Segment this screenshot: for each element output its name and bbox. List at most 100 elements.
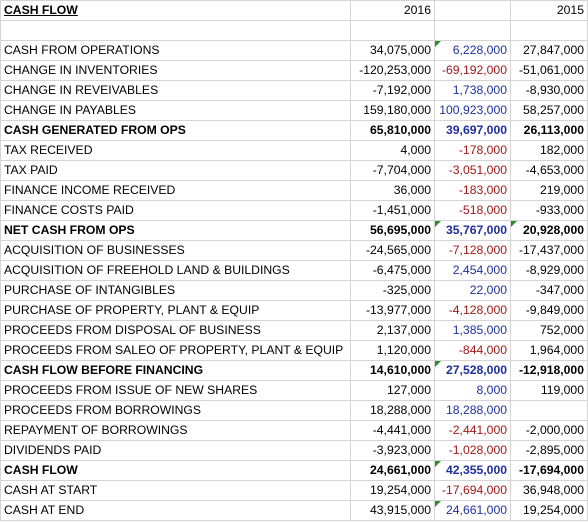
difference-cell[interactable]: 2,454,000 bbox=[434, 260, 511, 281]
value-2015-cell[interactable]: 1,964,000 bbox=[510, 340, 588, 361]
value-2016-cell[interactable]: 1,120,000 bbox=[350, 340, 435, 361]
difference-cell[interactable]: 1,385,000 bbox=[434, 320, 511, 341]
difference-cell[interactable]: -844,000 bbox=[434, 340, 511, 361]
row-label-cell[interactable]: CASH FLOW bbox=[0, 460, 351, 481]
difference-cell[interactable]: 39,697,000 bbox=[434, 120, 511, 141]
value-2016-cell[interactable]: -1,451,000 bbox=[350, 200, 435, 221]
row-label-cell[interactable]: CHANGE IN REVEIVABLES bbox=[0, 80, 351, 101]
value-2016-cell[interactable]: -6,475,000 bbox=[350, 260, 435, 281]
difference-cell[interactable]: 42,355,000 bbox=[434, 460, 511, 481]
row-label-cell[interactable]: PURCHASE OF PROPERTY, PLANT & EQUIP bbox=[0, 300, 351, 321]
value-2015-cell[interactable]: 752,000 bbox=[510, 320, 588, 341]
blank-cell[interactable] bbox=[350, 20, 435, 41]
value-2016-cell[interactable]: 18,288,000 bbox=[350, 400, 435, 421]
value-2016-cell[interactable]: 2,137,000 bbox=[350, 320, 435, 341]
value-2016-cell[interactable]: -7,704,000 bbox=[350, 160, 435, 181]
value-2016-cell[interactable]: 14,610,000 bbox=[350, 360, 435, 381]
difference-cell[interactable]: 22,000 bbox=[434, 280, 511, 301]
value-2015-cell[interactable]: -51,061,000 bbox=[510, 60, 588, 81]
difference-cell[interactable]: 100,923,000 bbox=[434, 100, 511, 121]
row-label-cell[interactable]: PROCEEDS FROM SALEO OF PROPERTY, PLANT &… bbox=[0, 340, 351, 361]
value-2015-cell[interactable]: 36,948,000 bbox=[510, 480, 588, 501]
sheet-title-cell[interactable]: CASH FLOW bbox=[0, 0, 351, 21]
row-label-cell[interactable]: PROCEEDS FROM BORROWINGS bbox=[0, 400, 351, 421]
blank-cell[interactable] bbox=[510, 20, 588, 41]
empty-header-cell[interactable] bbox=[434, 0, 511, 21]
value-2015-cell[interactable]: -2,000,000 bbox=[510, 420, 588, 441]
value-2016-cell[interactable]: -3,923,000 bbox=[350, 440, 435, 461]
value-2016-cell[interactable]: 4,000 bbox=[350, 140, 435, 161]
row-label-cell[interactable]: CASH GENERATED FROM OPS bbox=[0, 120, 351, 141]
row-label-cell[interactable]: CASH FROM OPERATIONS bbox=[0, 40, 351, 61]
year-prior-cell[interactable]: 2015 bbox=[510, 0, 588, 21]
row-label-cell[interactable]: CASH FLOW BEFORE FINANCING bbox=[0, 360, 351, 381]
row-label-cell[interactable]: FINANCE INCOME RECEIVED bbox=[0, 180, 351, 201]
value-2016-cell[interactable]: -24,565,000 bbox=[350, 240, 435, 261]
difference-cell[interactable]: -2,441,000 bbox=[434, 420, 511, 441]
value-2015-cell[interactable]: -8,930,000 bbox=[510, 80, 588, 101]
value-2016-cell[interactable]: 127,000 bbox=[350, 380, 435, 401]
year-current-cell[interactable]: 2016 bbox=[350, 0, 435, 21]
value-2015-cell[interactable]: -17,437,000 bbox=[510, 240, 588, 261]
difference-cell[interactable]: -178,000 bbox=[434, 140, 511, 161]
difference-cell[interactable]: -183,000 bbox=[434, 180, 511, 201]
value-2015-cell[interactable]: -2,895,000 bbox=[510, 440, 588, 461]
row-label-cell[interactable]: CASH AT START bbox=[0, 480, 351, 501]
difference-cell[interactable]: -17,694,000 bbox=[434, 480, 511, 501]
value-2016-cell[interactable]: 34,075,000 bbox=[350, 40, 435, 61]
value-2016-cell[interactable]: -13,977,000 bbox=[350, 300, 435, 321]
row-label-cell[interactable]: DIVIDENDS PAID bbox=[0, 440, 351, 461]
difference-cell[interactable]: -3,051,000 bbox=[434, 160, 511, 181]
row-label-cell[interactable]: ACQUISITION OF FREEHOLD LAND & BUILDINGS bbox=[0, 260, 351, 281]
difference-cell[interactable]: 6,228,000 bbox=[434, 40, 511, 61]
row-label-cell[interactable]: PURCHASE OF INTANGIBLES bbox=[0, 280, 351, 301]
value-2016-cell[interactable]: -120,253,000 bbox=[350, 60, 435, 81]
value-2015-cell[interactable]: 26,113,000 bbox=[510, 120, 588, 141]
row-label-cell[interactable]: CHANGE IN PAYABLES bbox=[0, 100, 351, 121]
value-2016-cell[interactable]: 36,000 bbox=[350, 180, 435, 201]
value-2015-cell[interactable]: -9,849,000 bbox=[510, 300, 588, 321]
value-2016-cell[interactable]: -7,192,000 bbox=[350, 80, 435, 101]
difference-cell[interactable]: -1,028,000 bbox=[434, 440, 511, 461]
value-2015-cell[interactable]: 20,928,000 bbox=[510, 220, 588, 241]
difference-cell[interactable]: 18,288,000 bbox=[434, 400, 511, 421]
value-2015-cell[interactable]: -933,000 bbox=[510, 200, 588, 221]
value-2015-cell[interactable]: 27,847,000 bbox=[510, 40, 588, 61]
value-2015-cell[interactable]: -12,918,000 bbox=[510, 360, 588, 381]
value-2016-cell[interactable]: 56,695,000 bbox=[350, 220, 435, 241]
difference-cell[interactable]: 1,738,000 bbox=[434, 80, 511, 101]
row-label-cell[interactable]: ACQUISITION OF BUSINESSES bbox=[0, 240, 351, 261]
value-2016-cell[interactable]: 24,661,000 bbox=[350, 460, 435, 481]
difference-cell[interactable]: 35,767,000 bbox=[434, 220, 511, 241]
row-label-cell[interactable]: PROCEEDS FROM ISSUE OF NEW SHARES bbox=[0, 380, 351, 401]
row-label-cell[interactable]: CHANGE IN INVENTORIES bbox=[0, 60, 351, 81]
row-label-cell[interactable]: NET CASH FROM OPS bbox=[0, 220, 351, 241]
blank-cell[interactable] bbox=[0, 20, 351, 41]
value-2015-cell[interactable]: 119,000 bbox=[510, 380, 588, 401]
value-2015-cell[interactable]: -17,694,000 bbox=[510, 460, 588, 481]
row-label-cell[interactable]: FINANCE COSTS PAID bbox=[0, 200, 351, 221]
difference-cell[interactable]: -7,128,000 bbox=[434, 240, 511, 261]
value-2015-cell[interactable]: 19,254,000 bbox=[510, 500, 588, 521]
value-2016-cell[interactable]: -325,000 bbox=[350, 280, 435, 301]
row-label-cell[interactable]: CASH AT END bbox=[0, 500, 351, 521]
value-2015-cell[interactable]: 58,257,000 bbox=[510, 100, 588, 121]
value-2015-cell[interactable]: -347,000 bbox=[510, 280, 588, 301]
row-label-cell[interactable]: TAX PAID bbox=[0, 160, 351, 181]
difference-cell[interactable]: -4,128,000 bbox=[434, 300, 511, 321]
value-2015-cell[interactable]: -4,653,000 bbox=[510, 160, 588, 181]
row-label-cell[interactable]: PROCEEDS FROM DISPOSAL OF BUSINESS bbox=[0, 320, 351, 341]
value-2015-cell[interactable]: 219,000 bbox=[510, 180, 588, 201]
value-2016-cell[interactable]: 43,915,000 bbox=[350, 500, 435, 521]
row-label-cell[interactable]: TAX RECEIVED bbox=[0, 140, 351, 161]
difference-cell[interactable]: 24,661,000 bbox=[434, 500, 511, 521]
value-2016-cell[interactable]: 159,180,000 bbox=[350, 100, 435, 121]
value-2016-cell[interactable]: 19,254,000 bbox=[350, 480, 435, 501]
value-2015-cell[interactable]: -8,929,000 bbox=[510, 260, 588, 281]
value-2016-cell[interactable]: 65,810,000 bbox=[350, 120, 435, 141]
difference-cell[interactable]: 27,528,000 bbox=[434, 360, 511, 381]
row-label-cell[interactable]: REPAYMENT OF BORROWINGS bbox=[0, 420, 351, 441]
difference-cell[interactable]: -518,000 bbox=[434, 200, 511, 221]
difference-cell[interactable]: -69,192,000 bbox=[434, 60, 511, 81]
value-2015-cell[interactable]: 182,000 bbox=[510, 140, 588, 161]
